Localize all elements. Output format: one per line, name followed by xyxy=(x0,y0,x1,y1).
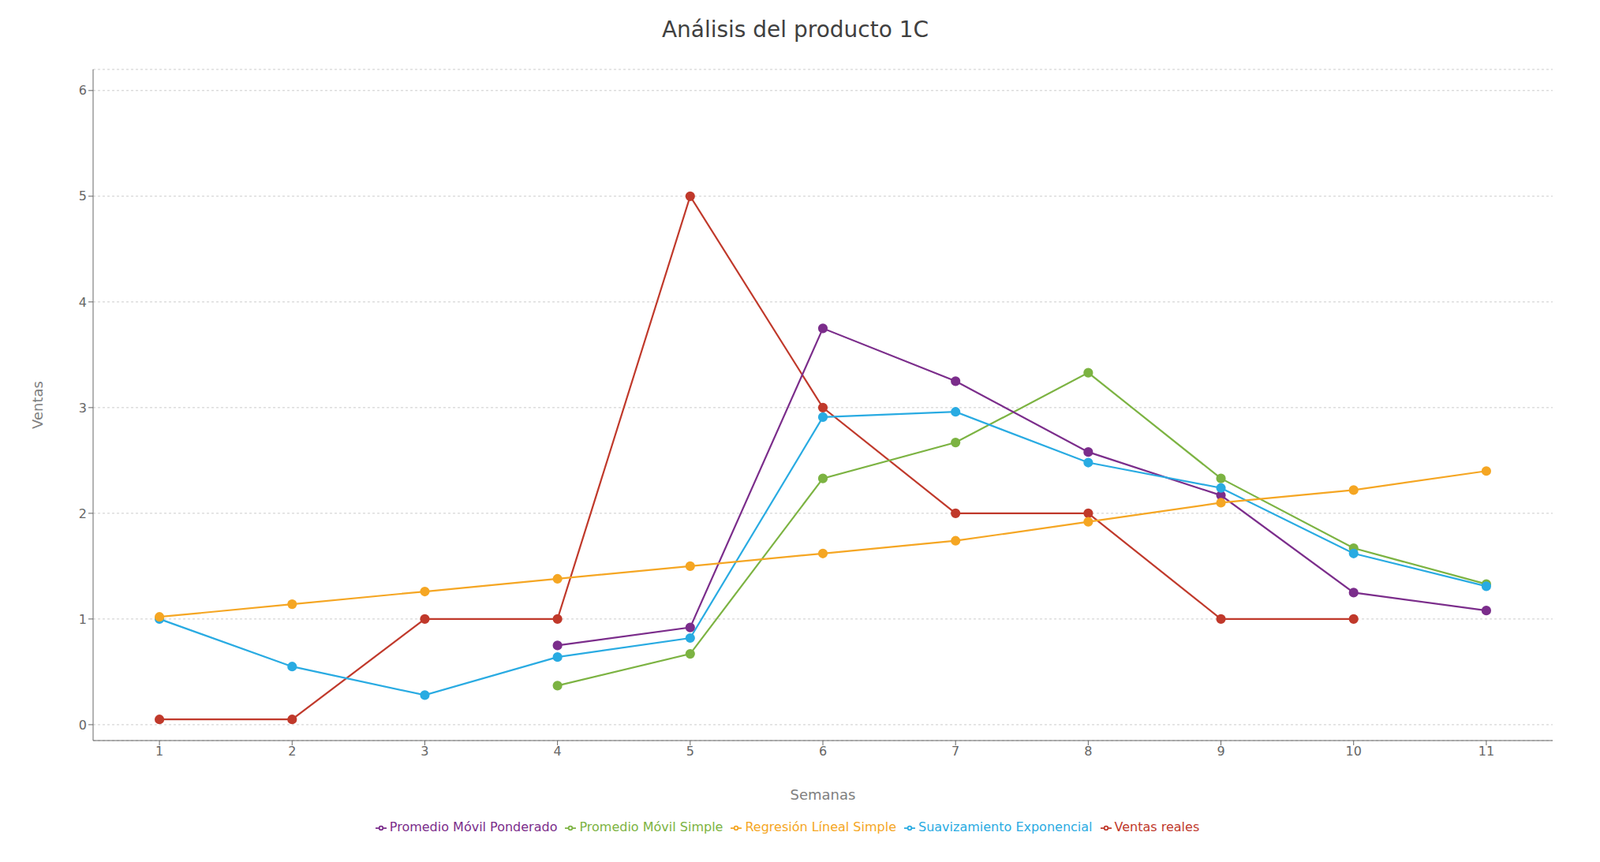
svg-text:9: 9 xyxy=(1216,743,1225,759)
svg-text:11: 11 xyxy=(1478,743,1495,759)
svg-text:7: 7 xyxy=(951,743,960,759)
svg-text:3: 3 xyxy=(420,743,429,759)
svg-text:1: 1 xyxy=(155,743,164,759)
svg-text:6: 6 xyxy=(78,82,87,98)
svg-text:Ventas: Ventas xyxy=(29,381,46,430)
svg-text:5: 5 xyxy=(78,188,87,204)
svg-text:1: 1 xyxy=(78,612,87,628)
html-text:Ventas reales: Ventas reales xyxy=(1114,819,1200,835)
svg-text:8: 8 xyxy=(1084,743,1092,759)
html-text:Suavizamiento Exponencial: Suavizamiento Exponencial xyxy=(918,819,1093,835)
svg-text:3: 3 xyxy=(78,400,87,416)
svg-text:2: 2 xyxy=(287,743,296,759)
svg-text:0: 0 xyxy=(78,717,87,733)
html-text:Promedio Móvil Simple: Promedio Móvil Simple xyxy=(579,819,723,835)
html-text:Regresión Líneal Simple: Regresión Líneal Simple xyxy=(745,819,897,835)
svg-text:4: 4 xyxy=(78,295,87,311)
svg-text:4: 4 xyxy=(553,743,562,759)
html-text:Análisis del producto 1C: Análisis del producto 1C xyxy=(661,16,929,43)
svg-text:6: 6 xyxy=(818,743,827,759)
svg-text:10: 10 xyxy=(1345,743,1362,759)
html-text:Promedio Móvil Ponderado: Promedio Móvil Ponderado xyxy=(389,819,558,835)
svg-text:5: 5 xyxy=(686,743,695,759)
svg-text:Semanas: Semanas xyxy=(790,786,857,804)
svg-text:2: 2 xyxy=(78,506,87,522)
